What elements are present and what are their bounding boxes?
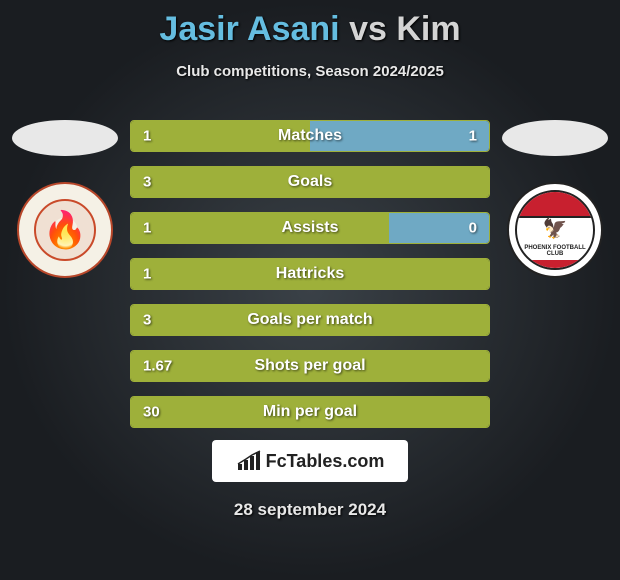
right-side: 🦅 PHOENIX FOOTBALL CLUB (500, 100, 610, 278)
stat-right-value: 1 (469, 128, 477, 145)
brand-chart-icon (236, 450, 262, 472)
stat-label: Assists (282, 219, 339, 237)
left-side (10, 100, 120, 278)
stat-row: 1.67 Shots per goal (130, 350, 490, 382)
vs-label: vs (349, 10, 387, 48)
stat-label: Shots per goal (254, 357, 365, 375)
player1-name: Jasir Asani (159, 10, 339, 48)
comparison-title: Jasir Asani vs Kim (0, 0, 620, 49)
player1-photo-placeholder (12, 120, 118, 156)
stat-row: 1 Hattricks (130, 258, 490, 290)
date-label: 28 september 2024 (0, 500, 620, 520)
player2-photo-placeholder (502, 120, 608, 156)
stat-row: 3 Goals (130, 166, 490, 198)
stat-left-value: 30 (143, 404, 160, 421)
stat-label: Hattricks (276, 265, 344, 283)
stat-left-value: 1.67 (143, 358, 172, 375)
stat-bars: 1 1 Matches 3 Goals 1 0 Assists 1 Hattricks 3 Goals… (130, 120, 490, 428)
crest-right-text: PHOENIX FOOTBALL CLUB (517, 245, 593, 258)
player1-club-crest (17, 182, 113, 278)
stat-label: Min per goal (263, 403, 357, 421)
brand-box: FcTables.com (212, 440, 408, 482)
stat-row: 1 1 Matches (130, 120, 490, 152)
stat-left-value: 1 (143, 266, 151, 283)
content-area: 1 1 Matches 3 Goals 1 0 Assists 1 Hattricks 3 Goals… (0, 100, 620, 428)
stat-row: 3 Goals per match (130, 304, 490, 336)
stat-left-value: 1 (143, 128, 151, 145)
stat-left-value: 1 (143, 220, 151, 237)
stat-row: 30 Min per goal (130, 396, 490, 428)
stat-label: Goals (288, 173, 332, 191)
stat-left-value: 3 (143, 174, 151, 191)
bar-fill-left (131, 213, 389, 243)
stat-right-value: 0 (469, 220, 477, 237)
subtitle: Club competitions, Season 2024/2025 (0, 63, 620, 80)
stat-left-value: 3 (143, 312, 151, 329)
brand-text: FcTables.com (266, 451, 385, 472)
stat-label: Matches (278, 127, 342, 145)
player2-name: Kim (396, 10, 460, 48)
stat-label: Goals per match (247, 311, 372, 329)
stat-row: 1 0 Assists (130, 212, 490, 244)
player2-club-crest: 🦅 PHOENIX FOOTBALL CLUB (507, 182, 603, 278)
